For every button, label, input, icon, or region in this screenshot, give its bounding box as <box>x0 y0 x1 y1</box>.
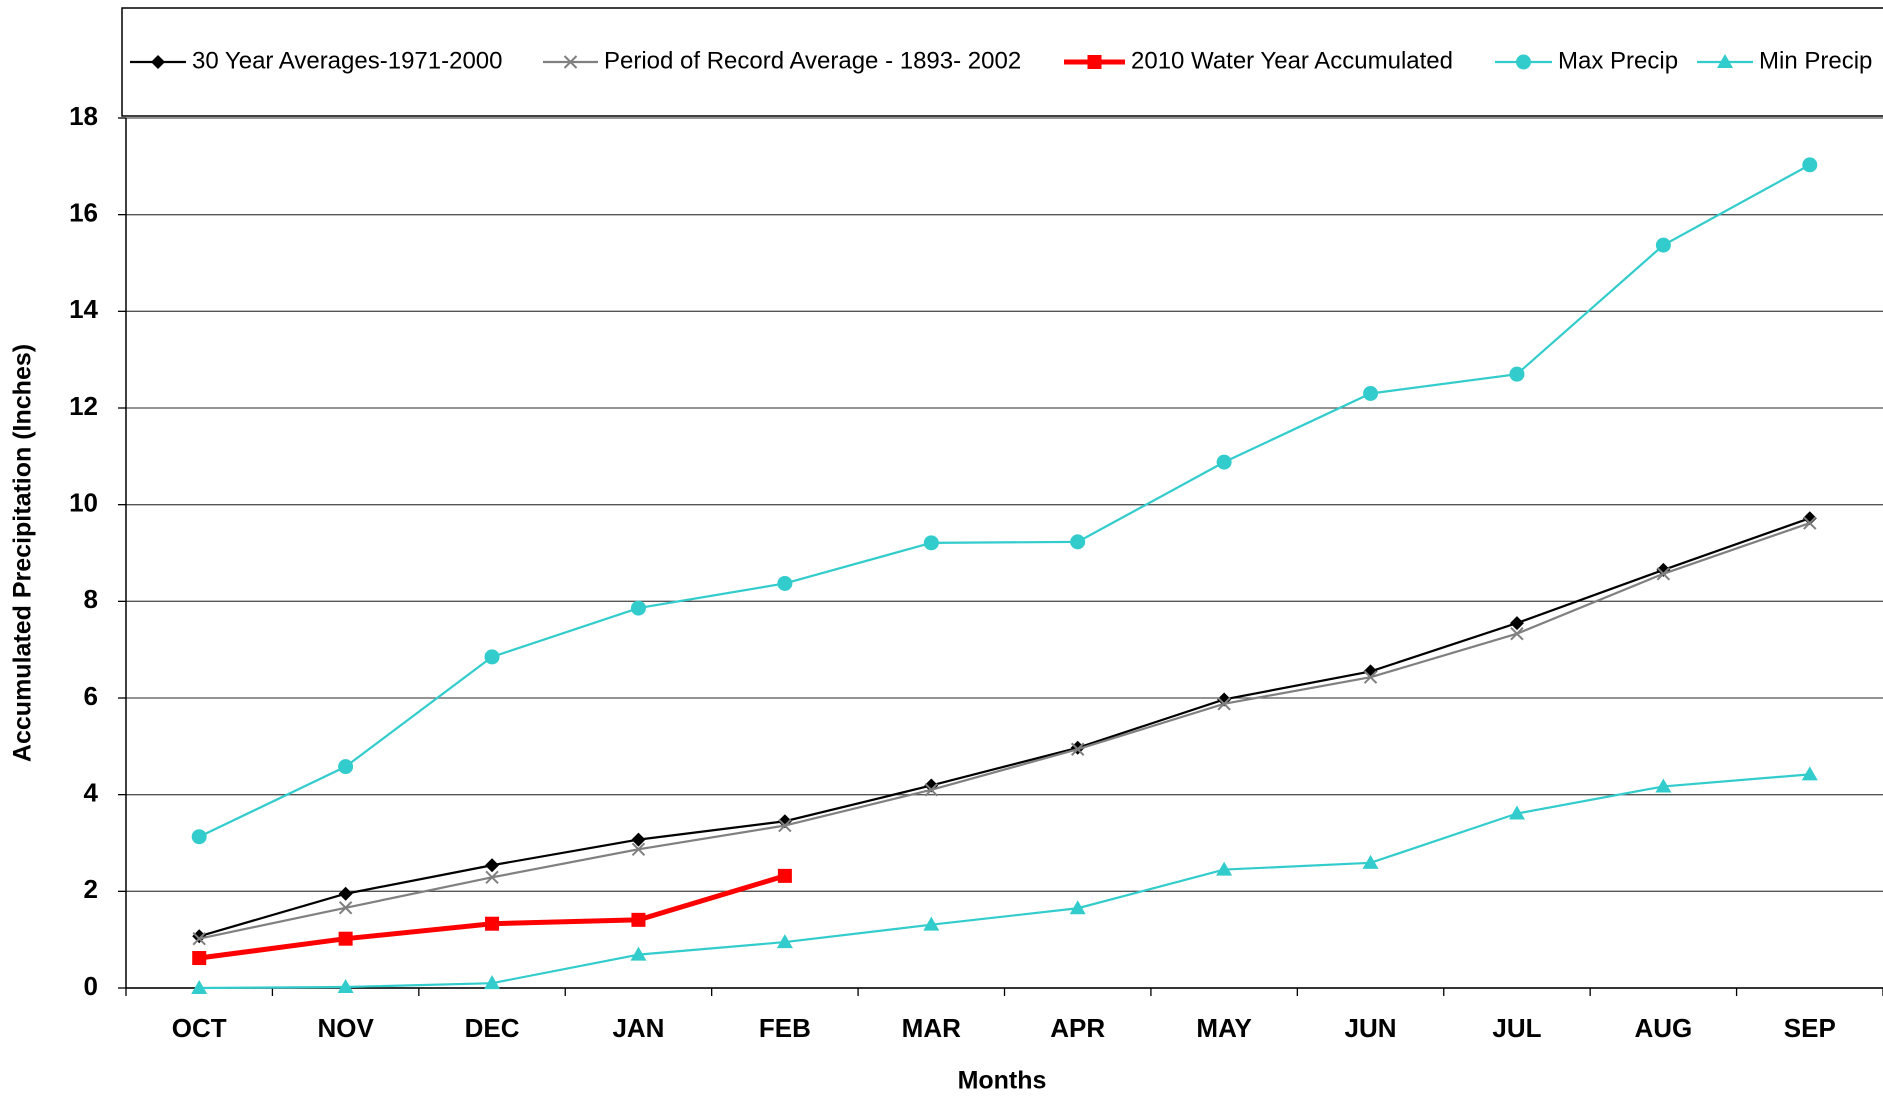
marker <box>484 649 500 665</box>
x-axis-title: Months <box>958 1067 1047 1095</box>
x-tick-label: DEC <box>465 1013 520 1043</box>
marker <box>1802 157 1818 173</box>
marker <box>630 600 646 616</box>
marker <box>1217 697 1231 711</box>
legend-marker <box>1087 55 1102 69</box>
marker <box>1362 854 1379 869</box>
series-line <box>198 521 1811 940</box>
legend-box <box>121 7 1883 117</box>
series-line <box>198 517 1811 938</box>
marker <box>1069 900 1086 915</box>
y-tick-label: 10 <box>69 488 98 518</box>
marker <box>1509 366 1525 382</box>
legend-marker <box>1516 54 1531 70</box>
y-tick-label: 14 <box>69 294 98 324</box>
legend-label: Max Precip <box>1558 47 1678 74</box>
marker <box>777 868 792 883</box>
x-tick-label: AUG <box>1634 1013 1692 1043</box>
series-line <box>198 163 1811 838</box>
marker <box>1509 616 1524 631</box>
marker <box>777 575 793 591</box>
y-tick-label: 16 <box>69 198 98 228</box>
marker <box>192 929 207 944</box>
marker <box>484 975 501 990</box>
x-tick-label: NOV <box>317 1013 374 1043</box>
x-tick-label: JUN <box>1345 1013 1397 1043</box>
marker <box>630 946 647 961</box>
marker <box>485 858 500 873</box>
x-tick-label: FEB <box>759 1013 811 1043</box>
marker <box>338 886 353 901</box>
legend-marker <box>151 55 165 69</box>
marker <box>1070 534 1086 550</box>
marker <box>337 979 354 994</box>
marker <box>1803 516 1817 530</box>
marker <box>923 916 940 931</box>
x-tick-label: JUL <box>1492 1013 1541 1043</box>
x-tick-label: JAN <box>612 1013 664 1043</box>
marker <box>192 951 207 966</box>
legend-marker <box>1717 54 1733 68</box>
marker <box>1363 386 1379 401</box>
marker <box>1510 627 1524 641</box>
marker <box>924 783 938 797</box>
marker <box>1801 766 1818 781</box>
series-line <box>199 773 1810 990</box>
marker <box>1655 778 1672 793</box>
marker <box>1802 511 1817 526</box>
marker <box>485 916 500 931</box>
marker <box>631 912 646 927</box>
marker <box>923 535 939 551</box>
marker <box>485 870 499 885</box>
x-tick-label: OCT <box>172 1013 227 1043</box>
legend-label: 30 Year Averages-1971-2000 <box>192 47 503 74</box>
legend-marker <box>563 55 578 69</box>
marker <box>631 842 646 856</box>
marker <box>338 931 353 946</box>
marker <box>192 931 206 946</box>
y-tick-label: 18 <box>69 101 98 131</box>
marker <box>338 901 353 915</box>
legend-label: Period of Record Average - 1893- 2002 <box>604 47 1021 74</box>
marker <box>1656 567 1671 581</box>
y-axis-title: Accumulated Precipitation (Inches) <box>9 344 37 762</box>
marker <box>631 832 646 847</box>
marker <box>191 829 207 845</box>
legend-label: 2010 Water Year Accumulated <box>1131 47 1453 74</box>
marker <box>1508 805 1525 820</box>
x-tick-label: MAY <box>1196 1013 1251 1043</box>
marker <box>776 934 793 949</box>
marker <box>1071 742 1085 756</box>
y-tick-label: 4 <box>84 778 99 808</box>
marker <box>778 818 792 833</box>
marker <box>1216 861 1233 876</box>
y-tick-label: 2 <box>84 874 98 904</box>
marker <box>338 759 354 775</box>
y-tick-label: 6 <box>84 681 98 711</box>
marker <box>191 980 208 994</box>
marker <box>1216 454 1232 470</box>
x-tick-label: SEP <box>1784 1013 1836 1043</box>
y-tick-label: 8 <box>84 584 98 614</box>
x-tick-label: APR <box>1050 1013 1105 1043</box>
y-tick-label: 12 <box>69 391 98 421</box>
x-tick-label: MAR <box>902 1013 961 1043</box>
y-tick-label: 0 <box>84 971 98 1001</box>
marker <box>1363 670 1378 684</box>
marker <box>1655 237 1671 253</box>
legend-label: Min Precip <box>1759 47 1872 74</box>
